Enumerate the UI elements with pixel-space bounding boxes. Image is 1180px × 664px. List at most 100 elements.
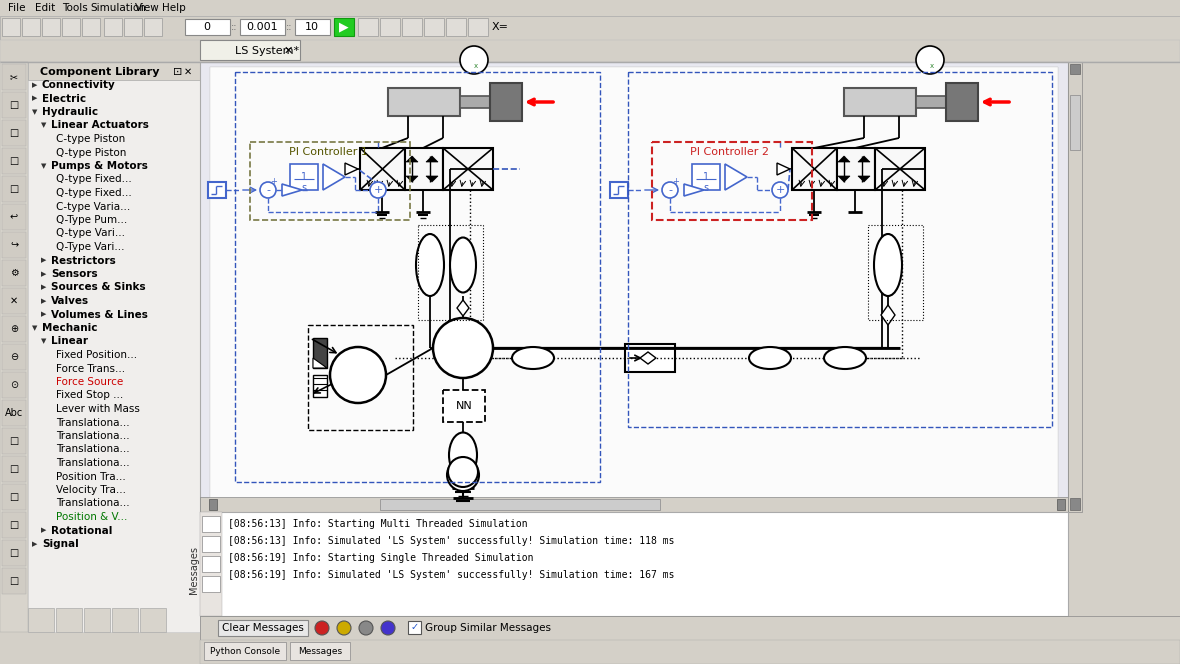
Bar xyxy=(653,142,812,220)
Polygon shape xyxy=(776,163,789,175)
Text: Component Library: Component Library xyxy=(40,67,159,77)
Text: Translationa...: Translationa... xyxy=(55,499,130,509)
Bar xyxy=(2,288,26,314)
Text: Messages: Messages xyxy=(297,647,342,655)
Bar xyxy=(28,62,199,80)
Bar xyxy=(1057,499,1066,510)
Bar xyxy=(490,83,522,121)
Bar xyxy=(418,225,483,320)
Text: Q-Type Pum...: Q-Type Pum... xyxy=(55,215,127,225)
Polygon shape xyxy=(838,156,850,162)
Text: Force Trans...: Force Trans... xyxy=(55,363,125,373)
Bar xyxy=(2,428,26,454)
Bar xyxy=(240,19,286,35)
Bar xyxy=(199,616,1180,640)
Bar xyxy=(185,19,230,35)
Text: ▶: ▶ xyxy=(339,21,349,33)
Bar xyxy=(84,608,110,632)
Polygon shape xyxy=(323,164,345,190)
Text: Position & V...: Position & V... xyxy=(55,512,127,522)
Bar xyxy=(81,18,100,36)
Polygon shape xyxy=(725,164,747,190)
Text: □: □ xyxy=(9,128,19,138)
Bar xyxy=(610,182,628,198)
Text: Translationa...: Translationa... xyxy=(55,418,130,428)
Bar xyxy=(405,148,442,190)
Text: C-type Piston: C-type Piston xyxy=(55,134,125,144)
Text: x: x xyxy=(474,63,478,69)
Circle shape xyxy=(772,182,788,198)
Text: □: □ xyxy=(9,436,19,446)
Bar xyxy=(360,148,405,190)
Text: Q-type Fixed...: Q-type Fixed... xyxy=(55,188,132,198)
Bar xyxy=(2,232,26,258)
Ellipse shape xyxy=(749,347,791,369)
Text: [08:56:13] Info: Starting Multi Threaded Simulation: [08:56:13] Info: Starting Multi Threaded… xyxy=(228,519,527,529)
Text: X=: X= xyxy=(492,22,509,32)
Bar xyxy=(2,64,26,90)
Bar xyxy=(442,148,493,190)
Bar xyxy=(202,536,219,552)
Text: ✕: ✕ xyxy=(9,296,18,306)
Text: ▼: ▼ xyxy=(32,109,38,115)
Text: Fixed Stop ...: Fixed Stop ... xyxy=(55,390,123,400)
Text: C-type Varia...: C-type Varia... xyxy=(55,201,130,212)
Text: Signal: Signal xyxy=(42,539,79,549)
Text: LS System*: LS System* xyxy=(235,46,299,56)
Text: □: □ xyxy=(9,184,19,194)
Text: NN: NN xyxy=(455,401,472,411)
Text: Q-Type Vari...: Q-Type Vari... xyxy=(55,242,125,252)
Text: Messages: Messages xyxy=(189,546,199,594)
Bar xyxy=(308,325,413,430)
Text: Group Similar Messages: Group Similar Messages xyxy=(425,623,551,633)
Bar xyxy=(916,96,946,108)
Bar xyxy=(55,608,81,632)
Text: +: + xyxy=(373,185,382,195)
Bar xyxy=(313,338,327,368)
Bar xyxy=(2,120,26,146)
Bar xyxy=(2,316,26,342)
Polygon shape xyxy=(640,352,656,364)
Text: ↩: ↩ xyxy=(9,212,18,222)
Bar xyxy=(1068,62,1082,512)
Bar xyxy=(358,18,378,36)
Bar xyxy=(334,18,354,36)
Text: ▶: ▶ xyxy=(41,284,46,291)
Circle shape xyxy=(381,621,395,635)
Text: [08:56:19] Info: Simulated 'LS System' successfully! Simulation time: 167 ms: [08:56:19] Info: Simulated 'LS System' s… xyxy=(228,570,675,580)
Text: ::: :: xyxy=(286,22,293,32)
Bar xyxy=(22,18,40,36)
Bar xyxy=(0,62,28,632)
Text: -: - xyxy=(668,185,671,195)
Bar xyxy=(380,499,660,510)
Text: ▶: ▶ xyxy=(32,96,38,102)
Bar xyxy=(199,512,222,616)
Text: +: + xyxy=(673,177,680,187)
Text: ▼: ▼ xyxy=(41,163,46,169)
Bar xyxy=(628,72,1053,427)
Bar xyxy=(408,621,421,634)
Polygon shape xyxy=(313,358,327,368)
Text: Linear: Linear xyxy=(51,337,88,347)
Polygon shape xyxy=(858,156,870,162)
Bar xyxy=(104,18,122,36)
Bar xyxy=(124,18,142,36)
Polygon shape xyxy=(858,176,870,182)
Text: ::: :: xyxy=(231,22,237,32)
Bar xyxy=(946,83,978,121)
Bar xyxy=(460,96,490,108)
Text: ▼: ▼ xyxy=(41,122,46,129)
Text: ▶: ▶ xyxy=(41,271,46,277)
Text: Help: Help xyxy=(162,3,185,13)
Text: Translationa...: Translationa... xyxy=(55,458,130,468)
Polygon shape xyxy=(881,305,894,325)
Bar xyxy=(0,0,1180,16)
Text: [08:56:13] Info: Simulated 'LS System' successfully! Simulation time: 118 ms: [08:56:13] Info: Simulated 'LS System' s… xyxy=(228,536,675,546)
Text: ✕: ✕ xyxy=(283,46,293,56)
Bar xyxy=(0,16,1180,40)
Circle shape xyxy=(359,621,373,635)
Bar xyxy=(199,512,1068,616)
Bar xyxy=(1070,498,1080,510)
Text: Valves: Valves xyxy=(51,296,90,306)
Bar xyxy=(2,204,26,230)
